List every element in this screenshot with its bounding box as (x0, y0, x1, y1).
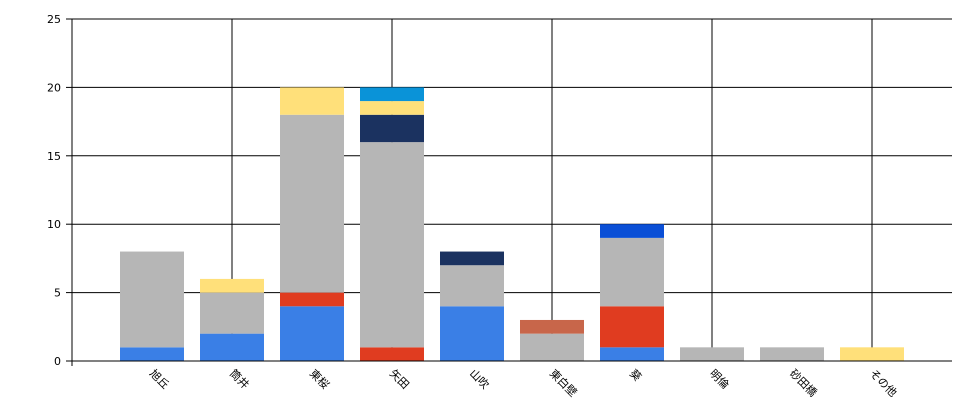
y-tick-label: 10 (47, 218, 61, 231)
bar-segment (120, 251, 184, 348)
bar-segment (600, 224, 664, 238)
x-category-label: 旭丘 (147, 366, 172, 391)
bar-segment (280, 87, 344, 115)
bar-segment (360, 347, 424, 361)
x-category-label: 矢田 (387, 366, 412, 391)
bar-segment (600, 306, 664, 348)
x-category-label: 葵 (627, 367, 644, 384)
axes (66, 18, 952, 366)
bar-segment (360, 101, 424, 115)
y-tick-label: 25 (47, 13, 61, 26)
x-category-label: 山吹 (467, 367, 492, 392)
x-category-label: 東桜 (307, 366, 332, 391)
bar-segment (600, 237, 664, 307)
bar-segment (120, 347, 184, 361)
bar-segment (360, 142, 424, 348)
bar-segment (360, 87, 424, 102)
bar-segment (360, 114, 424, 143)
bar-segment (200, 333, 264, 361)
x-category-label: その他 (867, 367, 900, 400)
y-tick-label: 20 (47, 81, 61, 94)
bar-segment (520, 319, 584, 334)
x-category-labels: 旭丘 筒井 東桜 矢田 山吹 東白壁 葵 明倫 砂田橋 その他 (147, 366, 900, 399)
x-category-label: 筒井 (227, 366, 252, 391)
bar-segment (680, 347, 744, 361)
y-tick-label: 5 (54, 287, 61, 300)
bar-segments (120, 87, 904, 361)
y-tick-label: 0 (54, 355, 61, 368)
bar-segment (200, 278, 264, 293)
bar-segment (840, 347, 904, 361)
bar-segment (280, 306, 344, 361)
bar-segment (760, 347, 824, 361)
bar-segment (440, 306, 504, 361)
x-category-label: 砂田橋 (787, 366, 820, 399)
bar-segment (440, 251, 504, 266)
x-category-label: 東白壁 (547, 366, 580, 399)
y-tick-labels: 0 5 10 15 20 25 (47, 13, 61, 368)
bar-segment (440, 265, 504, 307)
bar-segment (280, 114, 344, 293)
bar-segment (280, 292, 344, 307)
bar-segment (200, 292, 264, 334)
bar-segment (520, 333, 584, 361)
y-tick-label: 15 (47, 150, 61, 163)
grid-lines (72, 18, 952, 361)
x-category-label: 明倫 (707, 366, 732, 391)
bar-segment (600, 347, 664, 361)
